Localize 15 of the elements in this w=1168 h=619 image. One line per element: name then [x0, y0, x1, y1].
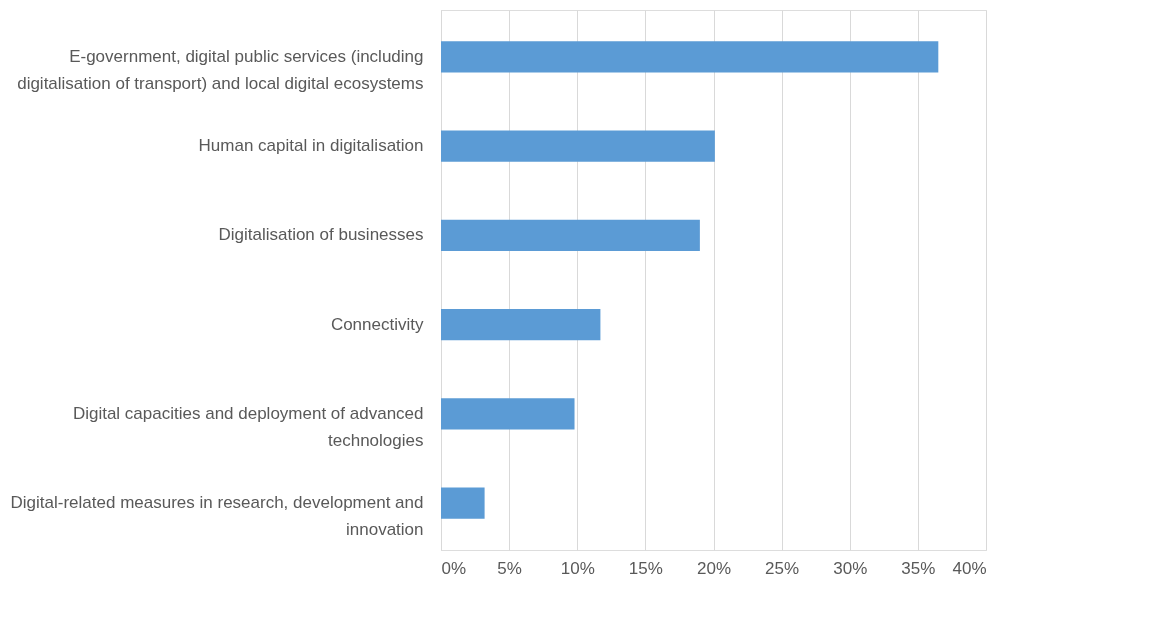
x-tick-label: 10%	[560, 558, 595, 578]
y-tick-label: Connectivity	[330, 314, 424, 334]
x-tick-label: 0%	[441, 558, 467, 578]
y-tick-label: Digital-related measures in research, development and innovation	[10, 493, 424, 540]
x-tick-label: 35%	[901, 558, 936, 578]
x-tick-label: 15%	[628, 558, 663, 578]
y-tick-label: Human capital in digitalisation	[198, 136, 424, 156]
x-tick-label: 25%	[765, 558, 800, 578]
y-tick-label: Digital capacities and deployment of advanced technologies	[72, 403, 424, 450]
y-tick-label: E-government, digital public services (including digitalisation of transport) and local digital ecosystems	[17, 46, 424, 93]
x-tick-label: 30%	[833, 558, 868, 578]
x-tick-label: 20%	[696, 558, 732, 578]
x-tick-label: 40%	[952, 558, 987, 578]
y-tick-label: Digitalisation of businesses	[218, 225, 424, 245]
x-tick-label: 5%	[497, 558, 522, 578]
